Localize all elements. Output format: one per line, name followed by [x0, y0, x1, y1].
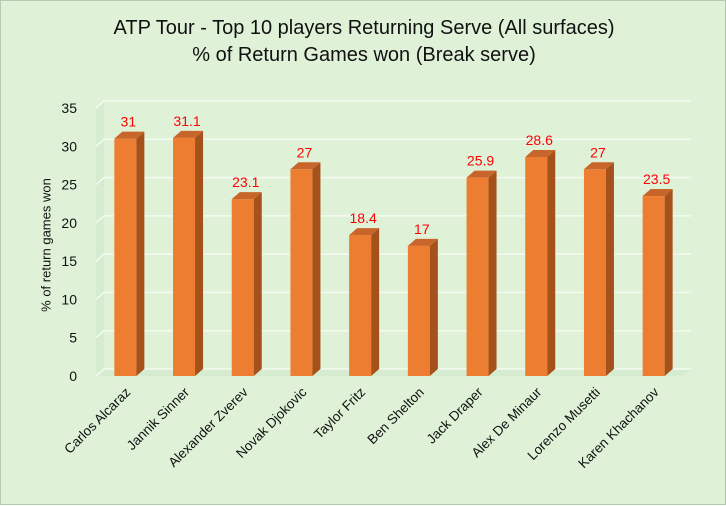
bar-front: [407, 245, 430, 376]
bar-front: [583, 169, 606, 376]
y-tick-label: 25: [61, 177, 77, 193]
bar-front: [290, 169, 313, 376]
bar-front: [173, 137, 196, 376]
chart-title: ATP Tour - Top 10 players Returning Serv…: [113, 17, 615, 39]
bar-top: [642, 189, 673, 197]
bar-side: [371, 228, 380, 376]
x-tick-label: Jack Draper: [424, 384, 486, 446]
bar: [583, 162, 614, 376]
bar: [290, 162, 321, 376]
bar: [114, 131, 145, 376]
bars: [114, 130, 673, 376]
data-label: 17: [414, 221, 430, 237]
bar-top: [290, 162, 321, 170]
bar-front: [349, 235, 372, 376]
bar-front: [466, 177, 489, 376]
bar-side: [429, 238, 438, 376]
y-tick-label: 10: [61, 291, 77, 307]
data-label: 31: [121, 114, 137, 130]
bar-side: [488, 170, 497, 376]
bar-side: [547, 150, 556, 376]
chart-subtitle: % of Return Games won (Break serve): [192, 44, 536, 66]
y-tick-label: 5: [69, 330, 77, 346]
bar-top: [466, 170, 497, 178]
bar: [173, 130, 204, 376]
bar: [231, 192, 262, 376]
y-tick-label: 35: [61, 100, 77, 116]
bar-front: [642, 196, 665, 376]
data-label: 27: [297, 144, 313, 160]
data-label: 25.9: [467, 153, 494, 169]
gridline: [95, 100, 691, 109]
bar-top: [583, 162, 614, 170]
bar-top: [525, 150, 556, 158]
bar-side: [605, 162, 614, 376]
bar-front: [114, 138, 137, 376]
y-tick-label: 30: [61, 138, 77, 154]
bar: [525, 150, 556, 376]
x-tick-label: Ben Shelton: [364, 385, 427, 448]
data-label: 23.5: [643, 171, 670, 187]
bar-top: [114, 131, 145, 139]
x-tick-label: Taylor Fritz: [311, 384, 368, 441]
data-label: 27: [590, 144, 606, 160]
data-label: 31.1: [173, 113, 200, 129]
gridline: [95, 138, 691, 147]
bar-front: [231, 199, 254, 376]
bar: [642, 189, 673, 376]
y-tick-label: 0: [69, 368, 77, 384]
y-tick-label: 20: [61, 215, 77, 231]
y-tick-label: 15: [61, 253, 77, 269]
bar-side: [195, 130, 204, 376]
bar: [407, 238, 438, 376]
bar-top: [231, 192, 262, 200]
data-label: 18.4: [350, 210, 377, 226]
bar-front: [525, 157, 548, 376]
bar-top: [349, 228, 380, 236]
y-axis-ticks: 0 5 10 15 20 25 30 35: [61, 100, 77, 384]
x-tick-label: Carlos Alcaraz: [61, 384, 133, 456]
bar: [466, 170, 497, 376]
data-labels: 31 31.1 23.1 27 18.4 17 25.9 28.6 27 23.5: [121, 113, 671, 237]
bar: [349, 228, 380, 376]
bar-top: [407, 238, 438, 246]
bar-side: [136, 131, 145, 376]
data-label: 28.6: [526, 132, 553, 148]
chart-title-block: ATP Tour - Top 10 players Returning Serv…: [1, 15, 726, 69]
bar-top: [173, 130, 204, 138]
bar-side: [664, 189, 673, 376]
bar-side: [312, 162, 321, 376]
data-label: 23.1: [232, 174, 259, 190]
bar-side: [253, 192, 262, 376]
plot-side-wall: [96, 101, 104, 376]
